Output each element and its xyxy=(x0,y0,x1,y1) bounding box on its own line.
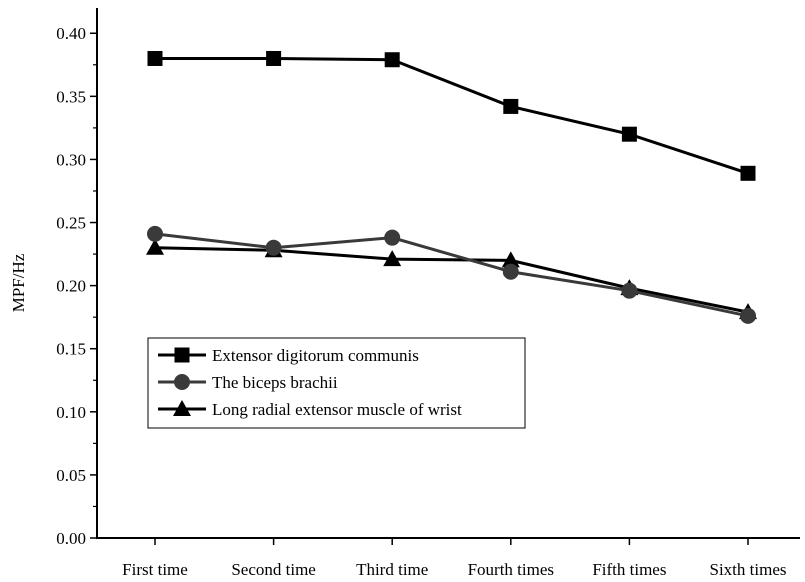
y-tick-label: 0.40 xyxy=(56,24,86,43)
legend-marker-circle xyxy=(174,374,190,390)
x-tick-label: Third time xyxy=(356,560,428,579)
data-point-triangle xyxy=(501,251,520,268)
axes xyxy=(96,8,800,539)
x-tick-label: Fifth times xyxy=(592,560,666,579)
legend-item: Extensor digitorum communis xyxy=(158,346,419,365)
legend-marker-triangle xyxy=(173,400,191,416)
y-tick-label: 0.25 xyxy=(56,214,86,233)
series-line xyxy=(155,56,749,175)
legend: Extensor digitorum communis The biceps br… xyxy=(147,337,526,429)
series-group xyxy=(146,50,757,324)
legend-box xyxy=(147,337,526,429)
y-tick-label: 0.00 xyxy=(56,529,86,548)
y-axis-title: MPF/Hz xyxy=(9,253,28,312)
data-point-circle xyxy=(740,307,756,324)
series-circle xyxy=(147,225,756,324)
data-point-triangle xyxy=(146,238,164,255)
data-point-circle xyxy=(384,229,401,246)
data-point-square xyxy=(266,50,282,66)
legend-label: Long radial extensor muscle of wrist xyxy=(212,400,462,419)
legend-item: The biceps brachii xyxy=(158,373,338,392)
y-axis-ticks: 0.00 0.05 0.10 0.15 0.20 0.25 0.30 0.35 0.40 xyxy=(56,24,97,548)
series-line xyxy=(154,246,749,314)
data-point-triangle xyxy=(383,250,402,267)
legend-label: The biceps brachii xyxy=(212,373,338,392)
data-point-circle xyxy=(265,239,282,256)
data-point-square xyxy=(503,98,519,114)
data-point-circle xyxy=(147,225,163,242)
data-point-circle xyxy=(502,263,519,280)
y-tick-label: 0.10 xyxy=(56,403,86,422)
y-tick-label: 0.20 xyxy=(56,277,86,296)
x-tick-label: Second time xyxy=(231,560,316,579)
y-tick-label: 0.30 xyxy=(56,150,86,169)
series-square xyxy=(147,50,756,181)
legend-label: Extensor digitorum communis xyxy=(212,346,419,365)
x-tick-label: Sixth times xyxy=(710,560,787,579)
y-tick-label: 0.35 xyxy=(56,87,86,106)
legend-marker-square xyxy=(174,347,190,363)
x-tick-label: First time xyxy=(122,560,188,579)
data-point-square xyxy=(147,50,163,66)
y-tick-label: 0.15 xyxy=(56,340,86,359)
y-tick-label: 0.05 xyxy=(56,466,86,485)
legend-item: Long radial extensor muscle of wrist xyxy=(158,400,462,419)
data-point-square xyxy=(621,126,637,142)
data-point-square xyxy=(384,52,400,68)
series-triangle xyxy=(146,238,757,320)
series-line xyxy=(154,232,749,318)
x-tick-label: Fourth times xyxy=(468,560,554,579)
data-point-square xyxy=(740,165,756,181)
data-point-circle xyxy=(621,282,638,299)
x-axis-ticks: First time Second time Third time Fourth ti… xyxy=(122,538,786,579)
